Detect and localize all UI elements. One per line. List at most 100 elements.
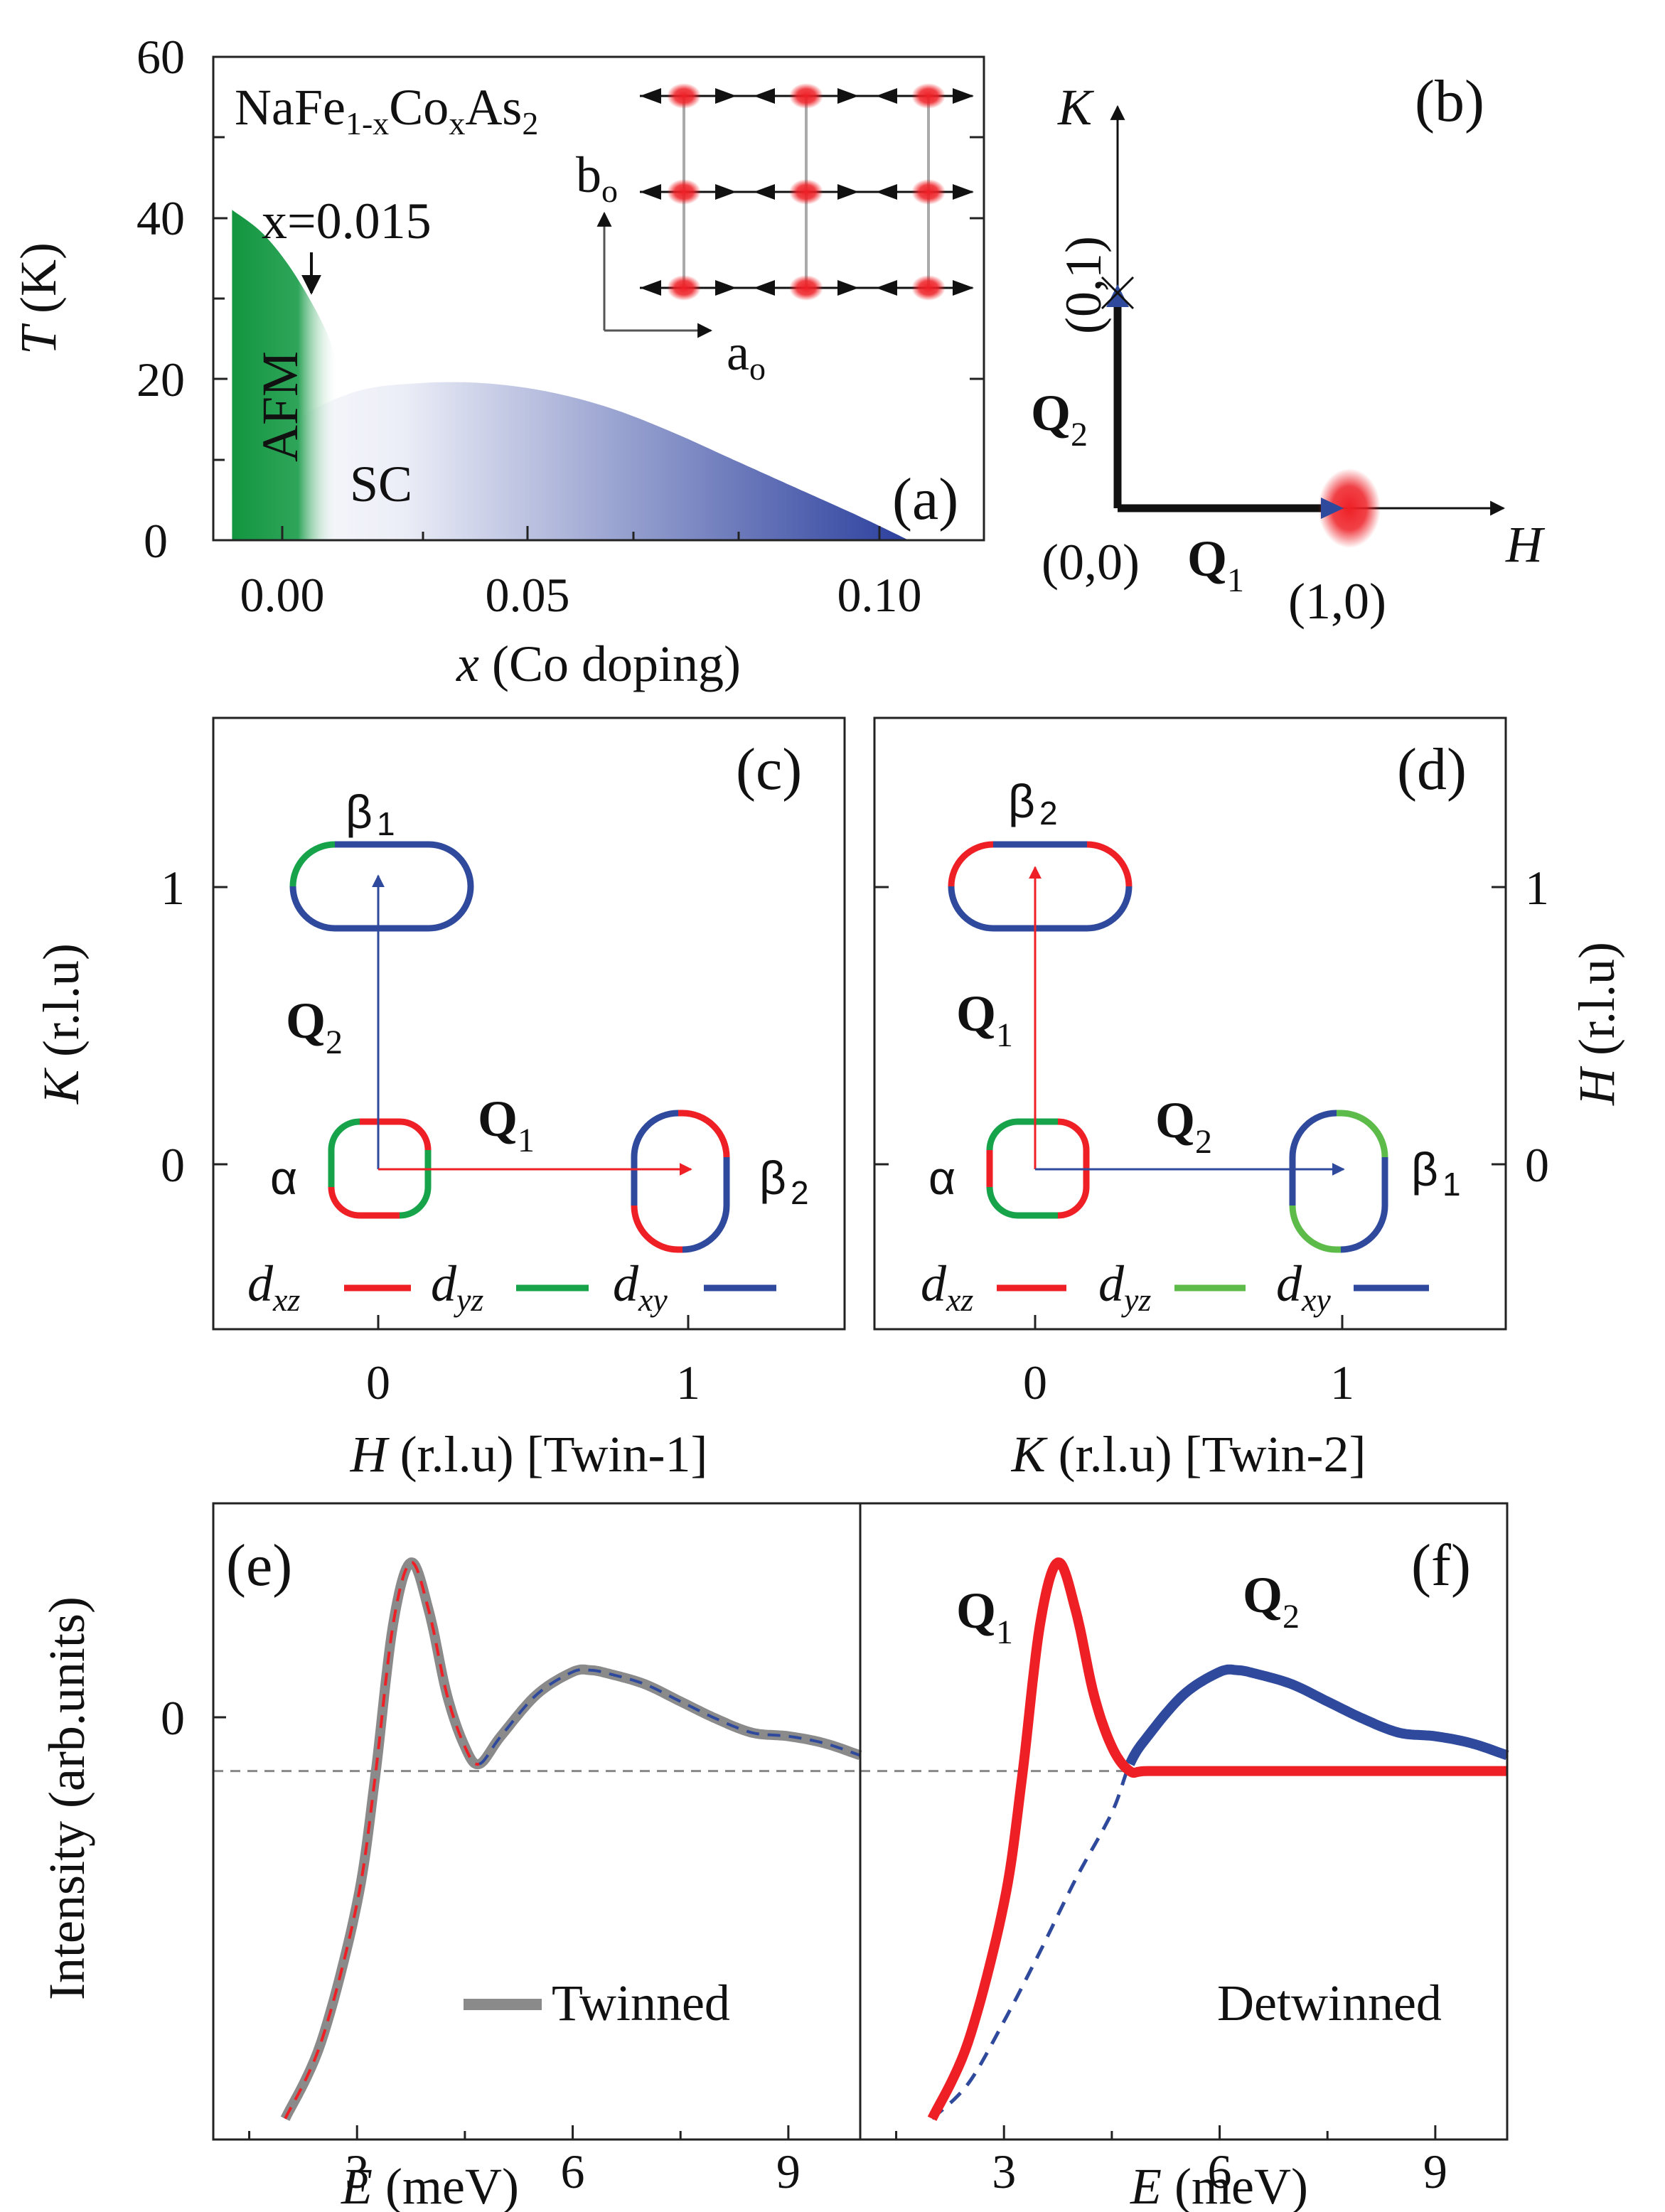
e-panel-label: (e) xyxy=(226,1532,292,1599)
c-xtick-1: 1 xyxy=(676,1355,700,1410)
c-alpha: α xyxy=(270,1151,297,1204)
d-panel-label: (d) xyxy=(1397,736,1467,802)
f-q1-line xyxy=(927,1557,1509,2121)
b-origin-label: (0,0) xyxy=(1042,534,1140,591)
e-xtick-9: 9 xyxy=(776,2144,801,2198)
b-h-label: H xyxy=(1505,516,1546,573)
e-plot xyxy=(213,1557,864,2121)
d-xtick-0: 0 xyxy=(1023,1355,1047,1410)
b-point01-label: (0,1) xyxy=(1055,236,1112,334)
f-panel-label: (f) xyxy=(1411,1532,1471,1599)
spin-site xyxy=(911,275,946,301)
a-ytick-0: 0 xyxy=(144,514,168,568)
e-q2-dashed xyxy=(478,1668,861,1766)
c-q-horizontal-label: Q1 xyxy=(478,1090,535,1159)
spin-site xyxy=(667,179,701,205)
spin-site xyxy=(911,179,946,205)
a-ytick-20: 20 xyxy=(136,353,185,407)
a-inset-b: bo xyxy=(576,146,618,209)
b-q2-label: Q2 xyxy=(1031,385,1088,453)
c-legend: dxz dyz dxy xyxy=(247,1255,776,1318)
panel-e-frame xyxy=(212,1502,862,2141)
d-beta1-pocket xyxy=(1289,1110,1388,1253)
c-ytick-1: 1 xyxy=(161,861,185,915)
d-xlabel: K (r.l.u) [Twin-2] xyxy=(1011,1426,1366,1483)
c-fermi-pockets xyxy=(289,841,730,1253)
a-ylabel: T (K) xyxy=(10,242,67,355)
panel-a-plot xyxy=(232,210,909,540)
c-legend-dxy: dxy xyxy=(613,1255,668,1318)
c-alpha-pocket xyxy=(328,1118,432,1219)
sc-dome xyxy=(232,382,909,540)
b-q1-label: Q1 xyxy=(1187,530,1244,599)
panel-c-frame xyxy=(212,716,846,1331)
a-panel-label: (a) xyxy=(892,466,958,532)
d-beta2-pocket xyxy=(948,841,1133,932)
panel-c: 0 1 0 1 H (r.l.u) [Twin-1] K (r.l.u) (c)… xyxy=(33,716,846,1483)
f-legend-label: Detwinned xyxy=(1217,1975,1442,2031)
e-xlabel: E (meV) xyxy=(341,2158,519,2212)
f-xtick-9: 9 xyxy=(1423,2144,1447,2198)
c-ylabel: K (r.l.u) xyxy=(33,943,90,1105)
b-q1-arrowhead xyxy=(1321,498,1344,519)
panel-d-frame xyxy=(873,716,1507,1331)
panel-ef: Intensity (arb.units) 0 (e) (f) Twinned … xyxy=(38,1502,1511,2212)
afm-region xyxy=(232,210,339,540)
e-xtick-6: 6 xyxy=(561,2144,585,2198)
f-xtick-3: 3 xyxy=(992,2144,1016,2198)
f-q2-dashed xyxy=(931,1763,1132,2120)
c-beta2-pocket xyxy=(631,1110,730,1253)
f-q1-label: Q1 xyxy=(956,1582,1013,1651)
b-panel-label: (b) xyxy=(1415,68,1484,134)
b-cross-01 xyxy=(1101,276,1135,310)
d-ytick-1: 1 xyxy=(1525,861,1549,915)
a-annotation: x=0.015 xyxy=(262,193,432,249)
b-k-label: K xyxy=(1057,79,1095,136)
spin-site xyxy=(789,275,823,301)
spin-site xyxy=(667,83,701,109)
c-legend-dxz: dxz xyxy=(247,1255,300,1318)
a-formula: NaFe1-xCoxAs2 xyxy=(235,79,538,141)
d-fermi-pockets xyxy=(948,841,1388,1253)
a-xlabel: x (Co doping) xyxy=(456,635,741,692)
d-legend-dyz: dyz xyxy=(1098,1255,1151,1318)
panel-f-frame xyxy=(859,1502,1509,2141)
f-q2-label: Q2 xyxy=(1243,1567,1300,1636)
e-twinned-line xyxy=(280,1557,864,2121)
a-ytick-40: 40 xyxy=(136,191,185,245)
c-panel-label: (c) xyxy=(736,736,802,802)
c-ytick-0: 0 xyxy=(161,1138,185,1192)
a-inset-a: ao xyxy=(727,324,766,387)
ef-ylabel: Intensity (arb.units) xyxy=(38,1596,95,2000)
spin-site xyxy=(789,83,823,109)
f-q2-line xyxy=(1125,1664,1511,1766)
c-q-vertical-label: Q2 xyxy=(286,992,343,1061)
a-ytick-60: 60 xyxy=(136,30,185,84)
d-xtick-1: 1 xyxy=(1330,1355,1354,1410)
a-xtick-0: 0.00 xyxy=(240,568,325,622)
e-xtick-3: 3 xyxy=(345,2144,369,2198)
b-point10-label: (1,0) xyxy=(1288,573,1386,630)
d-ylabel: H (r.l.u) xyxy=(1568,942,1625,1106)
panel-a: 0 20 40 60 0.00 0.05 0.10 x (Co doping) … xyxy=(10,30,985,692)
spin-site xyxy=(789,179,823,205)
d-q-horizontal-label: Q2 xyxy=(1155,1092,1212,1161)
c-legend-dyz: dyz xyxy=(431,1255,483,1318)
a-afm-label: AFM xyxy=(252,351,309,462)
f-xtick-6: 6 xyxy=(1208,2144,1232,2198)
d-legend-dxz: dxz xyxy=(921,1255,973,1318)
c-beta1-pocket xyxy=(289,841,474,932)
spin-site xyxy=(911,83,946,109)
f-plot xyxy=(860,1557,1511,2121)
c-xtick-0: 0 xyxy=(366,1355,390,1410)
d-alpha: α xyxy=(928,1151,955,1204)
c-xlabel: H (r.l.u) [Twin-1] xyxy=(350,1426,708,1483)
a-xtick-005: 0.05 xyxy=(486,568,570,622)
d-legend-dxy: dxy xyxy=(1276,1255,1331,1318)
panel-b: K H (b) (0,0) (1,0) (0,1) Q1 Q2 xyxy=(1031,68,1546,630)
f-xlabel: E (meV) xyxy=(1130,2158,1308,2212)
